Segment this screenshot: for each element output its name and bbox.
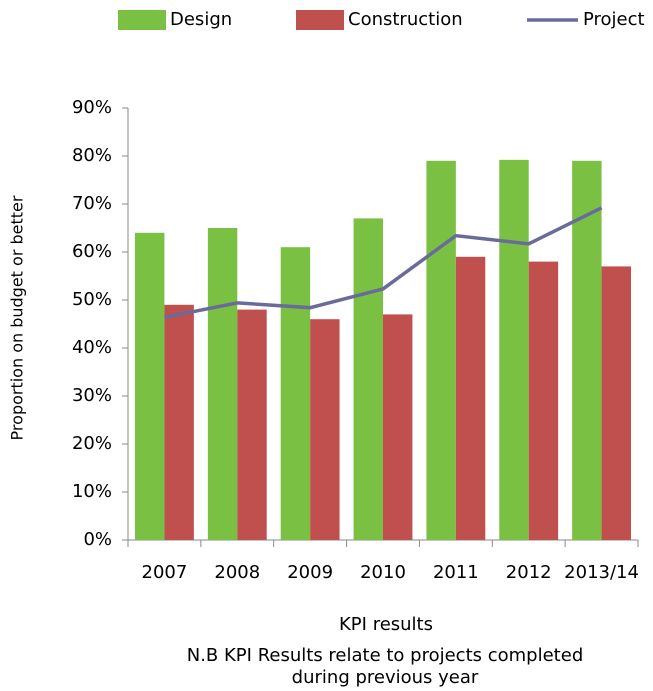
- y-tick-label: 0%: [83, 529, 112, 550]
- bar: [455, 256, 486, 540]
- y-tick-label: 40%: [72, 337, 112, 358]
- bar: [135, 232, 165, 541]
- line: [164, 206, 603, 319]
- bar: [164, 304, 194, 540]
- y-tick-label: 10%: [72, 481, 112, 502]
- y-tick-label: 20%: [72, 433, 112, 454]
- bar: [383, 314, 413, 540]
- y-axis-label: Proportion on budget or better: [8, 195, 27, 440]
- bar: [528, 261, 559, 540]
- bar: [207, 228, 238, 540]
- bar: [426, 160, 456, 541]
- legend-swatch: [118, 10, 166, 30]
- y-tick-label: 60%: [72, 241, 112, 262]
- note: N.B KPI Results relate to projects compl…: [187, 645, 584, 666]
- y-tick-label: 50%: [72, 289, 112, 310]
- x-tick-label: 2008: [214, 562, 260, 583]
- legend-swatch: [296, 10, 344, 30]
- x-axis-label: KPI results: [339, 614, 433, 635]
- legend-label: Construction: [348, 9, 463, 30]
- bar: [280, 247, 311, 540]
- x-tick-label: 2010: [360, 562, 406, 583]
- legend-label: Design: [170, 9, 232, 30]
- y-tick-label: 70%: [72, 193, 112, 214]
- y-tick-label: 80%: [72, 145, 112, 166]
- x-tick-label: 2011: [433, 562, 479, 583]
- bar: [572, 160, 602, 541]
- note: during previous year: [292, 667, 479, 688]
- x-tick-label: 2013/14: [564, 562, 639, 583]
- x-tick-label: 2007: [142, 562, 188, 583]
- y-tick-label: 90%: [72, 97, 112, 118]
- bar: [601, 266, 631, 540]
- bar: [499, 159, 529, 540]
- bar: [353, 218, 383, 540]
- legend-label: Project: [583, 9, 645, 30]
- bar: [310, 319, 340, 540]
- x-tick-label: 2012: [506, 562, 552, 583]
- y-tick-label: 30%: [72, 385, 112, 406]
- x-tick-label: 2009: [287, 562, 333, 583]
- bar: [237, 309, 267, 540]
